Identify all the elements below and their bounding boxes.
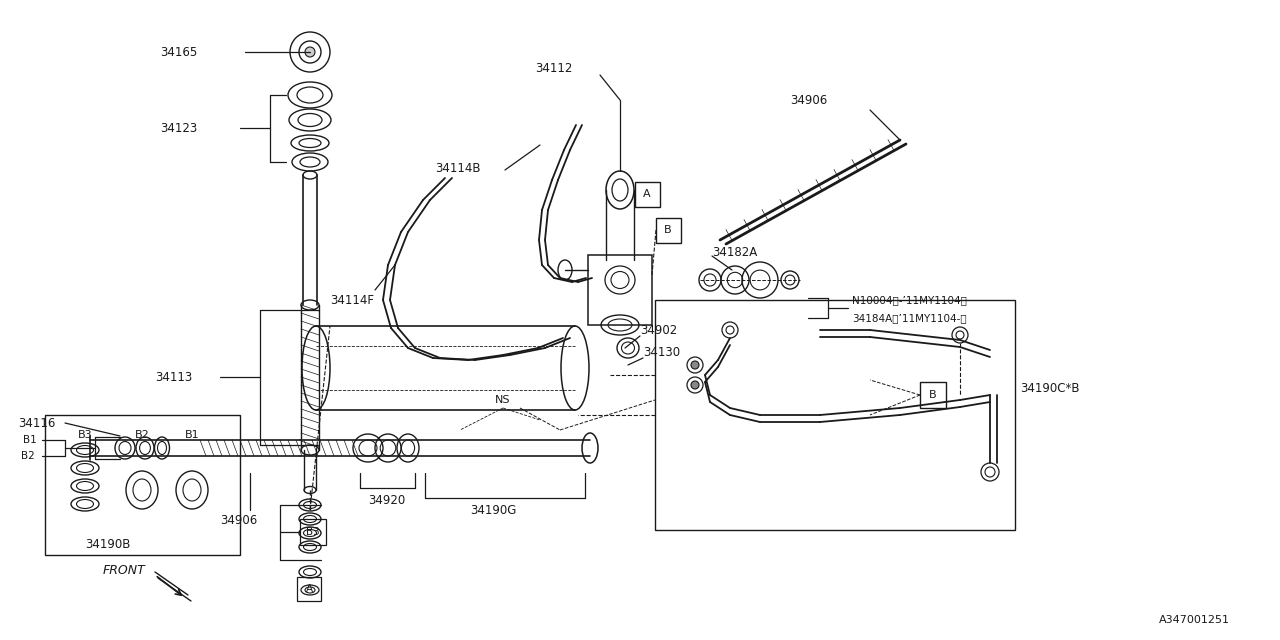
Text: 34184A（’11MY1104-）: 34184A（’11MY1104-） [852, 313, 966, 323]
Text: N10004（-’11MY1104）: N10004（-’11MY1104） [852, 295, 966, 305]
Text: FRONT: FRONT [102, 563, 146, 577]
Bar [635, 182, 660, 207]
Text: 34114F: 34114F [330, 294, 374, 307]
Text: A: A [306, 584, 312, 594]
Circle shape [691, 361, 699, 369]
Text: B1: B1 [184, 430, 200, 440]
Text: 34190B: 34190B [84, 538, 131, 552]
Text: 34123: 34123 [160, 122, 197, 134]
Text: B2: B2 [134, 430, 150, 440]
Bar [297, 577, 321, 601]
Text: 34182A: 34182A [712, 246, 758, 259]
Bar [655, 300, 1015, 530]
Text: 34906: 34906 [220, 513, 257, 527]
Text: A347001251: A347001251 [1158, 615, 1230, 625]
Text: B: B [929, 390, 937, 400]
Text: 34906: 34906 [790, 93, 827, 106]
Text: A: A [643, 189, 650, 199]
Text: 34190C*B: 34190C*B [1020, 381, 1079, 394]
Text: NS: NS [495, 395, 511, 405]
Text: B1: B1 [23, 435, 37, 445]
Circle shape [305, 47, 315, 57]
Circle shape [691, 381, 699, 389]
Bar [300, 519, 326, 545]
Text: B: B [664, 225, 672, 235]
Text: 34920: 34920 [369, 493, 406, 506]
Text: 34116: 34116 [18, 417, 55, 429]
Text: B3: B3 [306, 527, 320, 537]
Text: 34112: 34112 [535, 61, 572, 74]
Text: 34902: 34902 [640, 323, 677, 337]
Text: 34130: 34130 [643, 346, 680, 358]
Text: 34190G: 34190G [470, 504, 516, 516]
Bar [45, 415, 241, 555]
Text: 34165: 34165 [160, 45, 197, 58]
Text: B2: B2 [22, 451, 35, 461]
Bar [657, 218, 681, 243]
Text: 34114B: 34114B [435, 161, 480, 175]
Bar [920, 382, 946, 408]
Text: 34113: 34113 [155, 371, 192, 383]
Bar [588, 255, 652, 325]
Text: B3: B3 [78, 430, 92, 440]
